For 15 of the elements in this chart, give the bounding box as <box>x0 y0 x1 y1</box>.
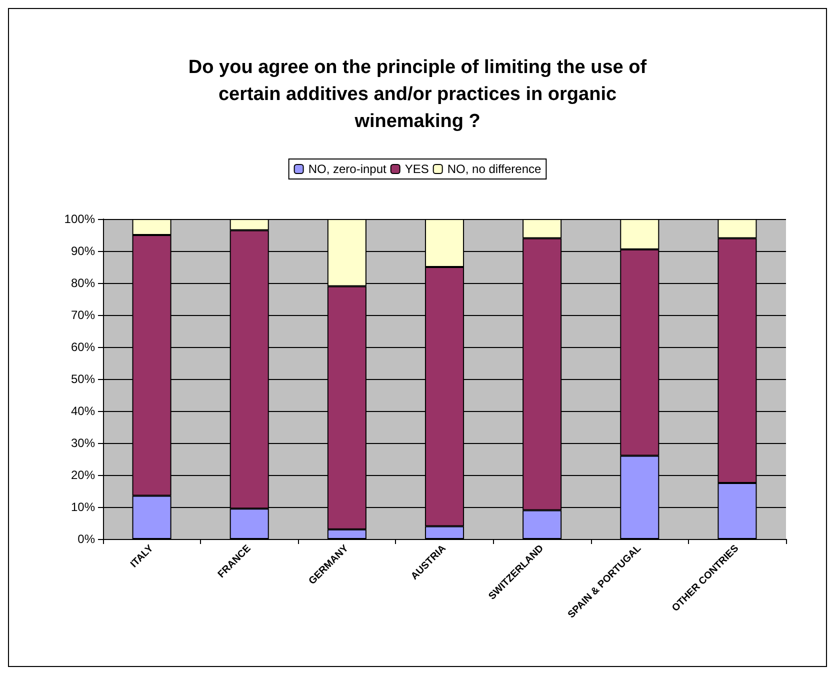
y-tick-label: 90% <box>70 244 96 258</box>
legend-label: YES <box>404 162 429 176</box>
y-tick-label: 60% <box>70 340 96 354</box>
y-tick-label: 50% <box>70 372 96 386</box>
y-tick-label: 30% <box>70 436 96 450</box>
y-tick-label: 70% <box>70 308 96 322</box>
y-tick-label: 100% <box>64 212 96 226</box>
y-tick-label: 40% <box>70 404 96 418</box>
legend-label: NO, zero-input <box>308 162 388 176</box>
legend-label: NO, no difference <box>447 162 542 176</box>
y-tick-label: 20% <box>70 468 96 482</box>
chart-title: Do you agree on the principle of limiting the use of certain additives and/or practices in organic winemaking ? <box>188 57 648 132</box>
y-tick-label: 10% <box>70 500 96 514</box>
y-tick-label: 0% <box>78 532 96 546</box>
y-tick-label: 80% <box>70 276 96 290</box>
